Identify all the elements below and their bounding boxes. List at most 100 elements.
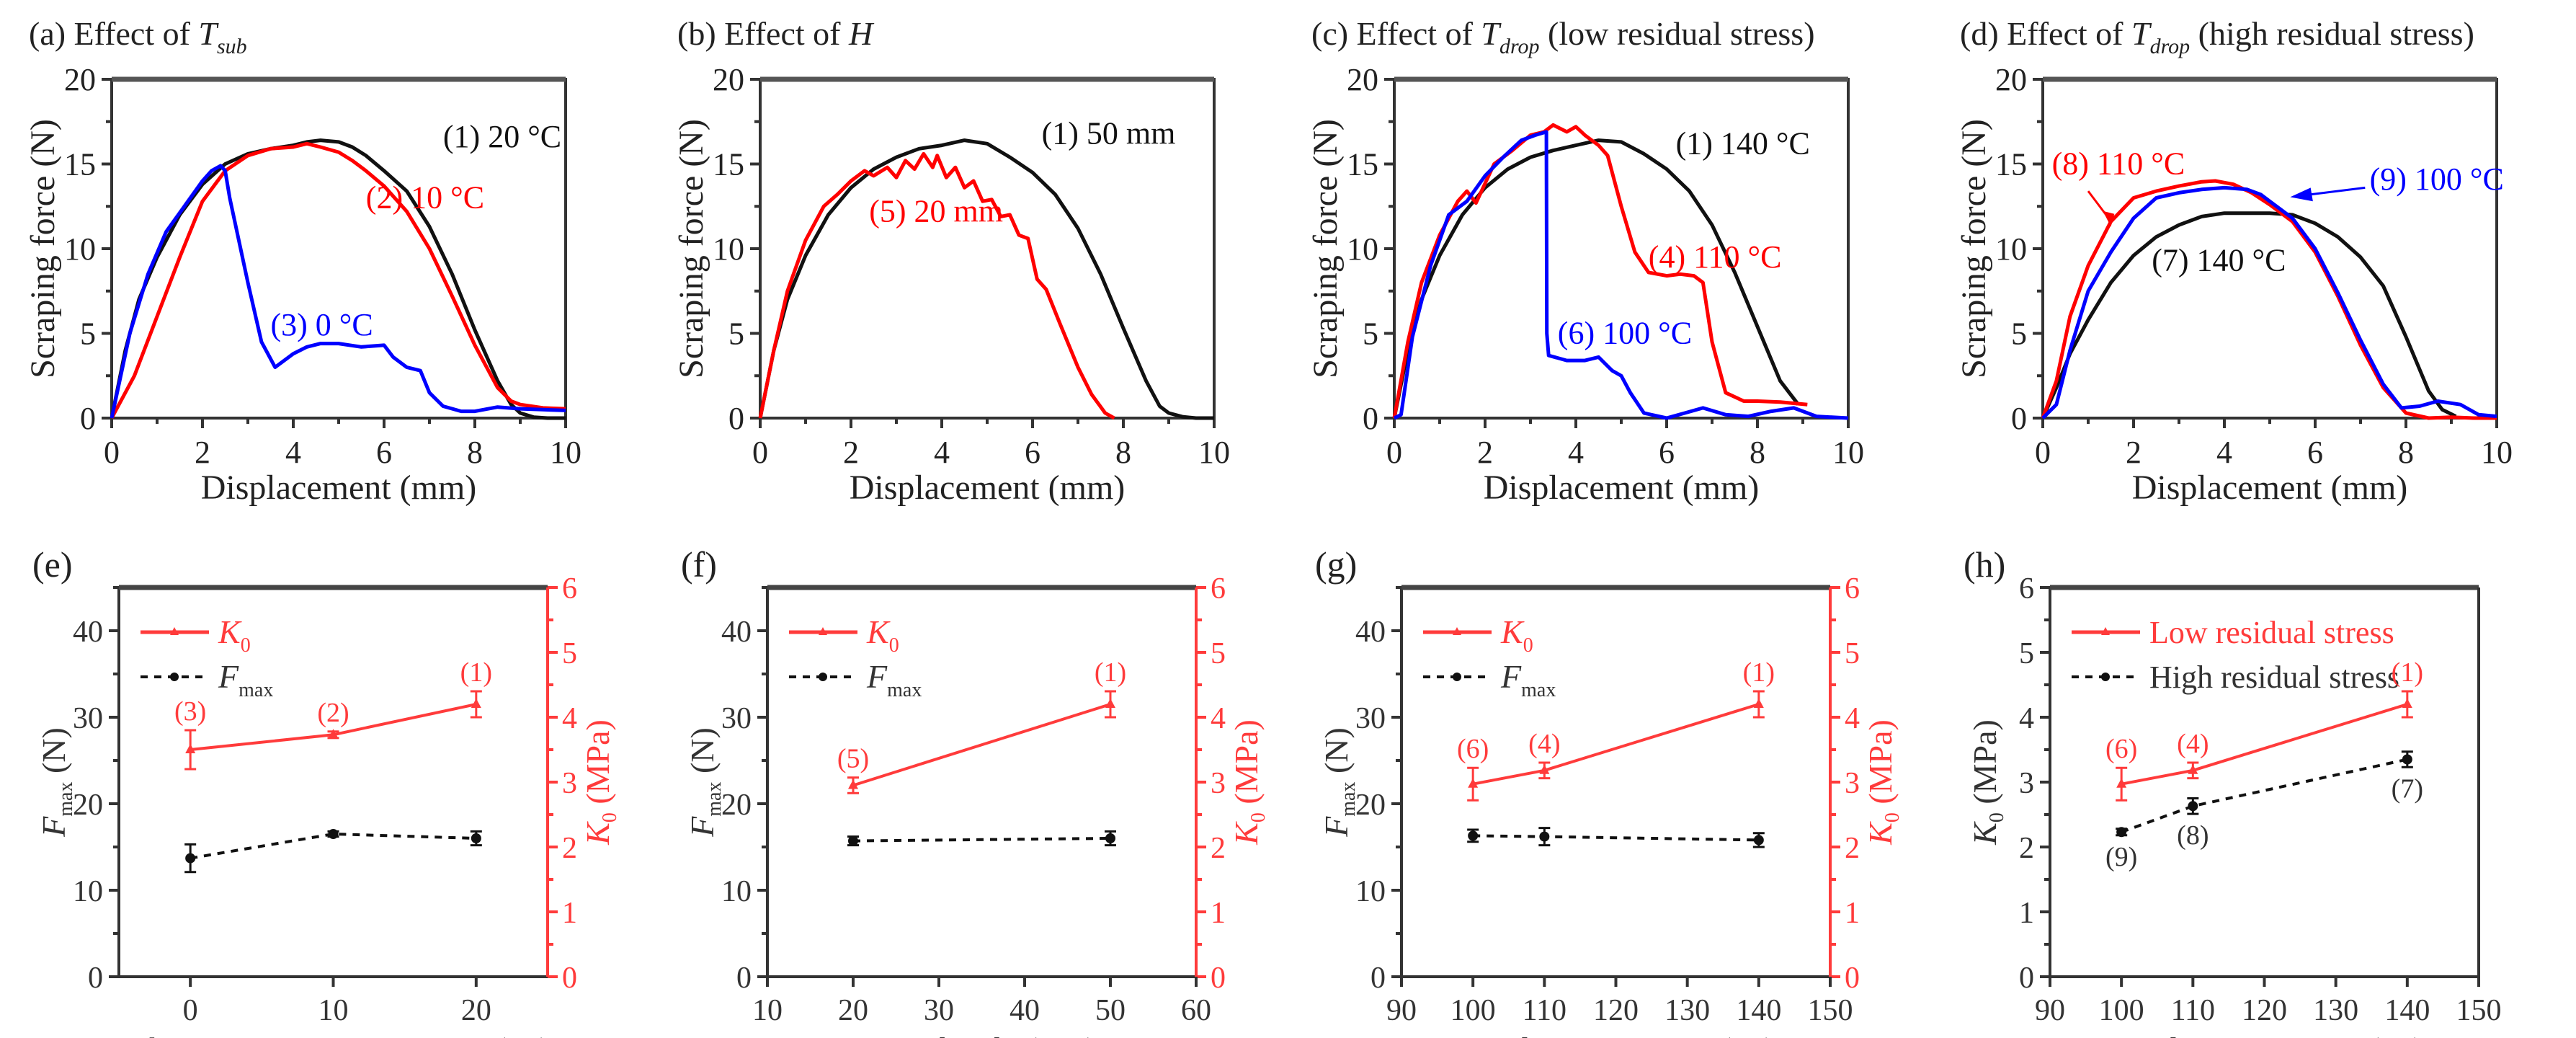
text-span: (a) Effect of bbox=[29, 15, 198, 52]
legend-label: Fmax bbox=[218, 658, 273, 701]
series-line-low-residual-stress bbox=[2121, 703, 2408, 786]
x-axis-label: Displacement (mm) bbox=[850, 469, 1126, 507]
series-line-k0 bbox=[1472, 703, 1760, 786]
x-tick-label: 4 bbox=[285, 435, 301, 470]
y-tick-label: 4 bbox=[2019, 702, 2034, 735]
y-tick-label: 0 bbox=[736, 962, 752, 995]
y2-axis-label: K0 (MPa) bbox=[579, 719, 621, 846]
text-span: F bbox=[684, 816, 721, 838]
y-tick-label: 10 bbox=[1355, 875, 1386, 908]
x-tick-label: 10 bbox=[1198, 435, 1230, 470]
panel-d: (d) Effect of Tdrop (high residual stres… bbox=[1931, 0, 2572, 519]
text-span: K bbox=[1228, 821, 1265, 846]
data-point bbox=[2116, 827, 2127, 838]
y-tick-label: 40 bbox=[1355, 616, 1386, 649]
text-span: drop bbox=[1499, 35, 1540, 58]
y-tick-label: 20 bbox=[1995, 62, 2027, 97]
y-tick-label: 0 bbox=[80, 401, 96, 436]
y-tick-label: 20 bbox=[713, 62, 744, 97]
x-tick-label: 130 bbox=[2313, 994, 2358, 1027]
y-axis-label: Scraping force (N) bbox=[1306, 119, 1345, 378]
data-point bbox=[2188, 764, 2198, 774]
point-label: (1) bbox=[2392, 657, 2423, 688]
legend-label: Fmax bbox=[1500, 658, 1556, 701]
y2-tick-label: 2 bbox=[1211, 832, 1226, 865]
x-tick-label: 6 bbox=[1659, 435, 1675, 470]
arrow-head bbox=[2103, 210, 2115, 227]
series-label: (7) 140 °C bbox=[2152, 243, 2286, 278]
panel-c: (c) Effect of Tdrop (low residual stress… bbox=[1283, 0, 1924, 519]
y2-tick-label: 4 bbox=[562, 702, 577, 735]
text-span: max bbox=[703, 782, 726, 817]
y-tick-label: 10 bbox=[713, 231, 744, 267]
series-label: (2) 10 °C bbox=[366, 180, 484, 216]
y-tick-label: 0 bbox=[2019, 962, 2034, 995]
y-tick-label: 20 bbox=[1355, 789, 1386, 822]
text-span: K bbox=[1500, 613, 1525, 650]
x-tick-label: 10 bbox=[2481, 435, 2513, 470]
point-label: (2) bbox=[317, 698, 349, 728]
y2-tick-label: 6 bbox=[1845, 572, 1860, 606]
y-tick-label: 15 bbox=[1995, 147, 2027, 182]
chart-title: (b) Effect of H bbox=[677, 15, 875, 52]
arrow-head bbox=[2290, 187, 2313, 202]
chart-f-fmax-k0-vs-drop-height: (f)0102030400123456102030405060Drop heig… bbox=[681, 544, 1270, 1038]
text-span: (d) Effect of bbox=[1960, 15, 2131, 52]
text-span: (low residual stress) bbox=[1540, 15, 1815, 52]
legend-marker bbox=[2101, 673, 2110, 681]
legend-marker bbox=[1453, 627, 1461, 635]
x-tick-label: 10 bbox=[1832, 435, 1864, 470]
y2-tick-label: 6 bbox=[562, 572, 577, 606]
series-line-high-residual-stress bbox=[2121, 758, 2408, 834]
chart-g-fmax-k0-vs-droplet-temp: (g) 0 10 20 30 40 0 1 2 3 4 5 6 90 100 110 120 130 140 150 D… bbox=[1315, 544, 1904, 1038]
y2-tick-label: 4 bbox=[1211, 702, 1226, 735]
series-line--5-20-mm bbox=[758, 151, 1115, 420]
x-tick-label: 4 bbox=[2216, 435, 2232, 470]
data-point bbox=[1539, 764, 1550, 774]
y-tick-label: 0 bbox=[1363, 401, 1378, 436]
y-axis-label: Fmax (N) bbox=[35, 727, 77, 838]
panel-b: (b) Effect of H 0 5 10 15 20 0 2 4 6 8 10 Displaceme… bbox=[649, 0, 1290, 519]
series-line--6-100-c bbox=[1393, 130, 1849, 420]
y-tick-label: 1 bbox=[2019, 897, 2034, 930]
y-tick-label: 20 bbox=[64, 62, 96, 97]
text-span: T bbox=[1481, 15, 1502, 52]
x-tick-label: 0 bbox=[104, 435, 120, 470]
legend-marker bbox=[1453, 673, 1461, 681]
chart-c-scraping-force-vs-displacement: (c) Effect of Tdrop (low residual stress… bbox=[1306, 15, 1864, 507]
x-tick-label: 8 bbox=[1750, 435, 1765, 470]
series-line-fmax bbox=[852, 837, 1111, 843]
point-label: (4) bbox=[2177, 729, 2209, 759]
chart-title: (c) Effect of Tdrop (low residual stress… bbox=[1311, 15, 1815, 58]
x-tick-label: 10 bbox=[318, 994, 349, 1027]
text-span: sub bbox=[217, 35, 247, 58]
text-span: F bbox=[1500, 658, 1522, 695]
x-tick-label: 2 bbox=[2126, 435, 2142, 470]
chart-e-fmax-k0-vs-substrate-temp: (e) 0 10 20 30 40 0 1 2 3 4 5 6 0 10 20 Substrate pre-se… bbox=[32, 544, 621, 1038]
text-span: H bbox=[848, 15, 875, 52]
y-axis-label: Fmax (N) bbox=[1318, 727, 1360, 838]
text-span: F bbox=[1318, 816, 1355, 838]
x-tick-label: 8 bbox=[1115, 435, 1131, 470]
y-tick-label: 10 bbox=[1995, 231, 2027, 267]
panel-a: (a) Effect of Tsub 0 5 10 15 20 0 2 4 6 8 10 Displac… bbox=[0, 0, 641, 519]
y-tick-label: 20 bbox=[1347, 62, 1378, 97]
text-span: K bbox=[1862, 821, 1899, 846]
y2-tick-label: 2 bbox=[1845, 832, 1860, 865]
chart-h-k0-vs-droplet-temp: (h) 0 1 2 3 4 5 6 90 100 110 120 130 140 150 Droplet te… bbox=[1964, 544, 2502, 1038]
x-tick-label: 6 bbox=[376, 435, 392, 470]
x-tick-label: 10 bbox=[752, 994, 783, 1027]
x-tick-label: 120 bbox=[1593, 994, 1639, 1027]
y-axis-label: Fmax (N) bbox=[684, 727, 726, 838]
y2-axis-label: K0 (MPa) bbox=[1862, 719, 1904, 846]
x-tick-label: 30 bbox=[924, 994, 954, 1027]
text-span: max bbox=[1521, 679, 1556, 701]
legend-marker bbox=[819, 627, 827, 635]
x-tick-label: 90 bbox=[1386, 994, 1417, 1027]
y-tick-label: 40 bbox=[73, 616, 103, 649]
y-tick-label: 40 bbox=[721, 616, 752, 649]
x-tick-label: 4 bbox=[934, 435, 950, 470]
y-tick-label: 15 bbox=[713, 147, 744, 182]
data-point bbox=[2402, 698, 2412, 708]
y-tick-label: 2 bbox=[2019, 832, 2034, 865]
